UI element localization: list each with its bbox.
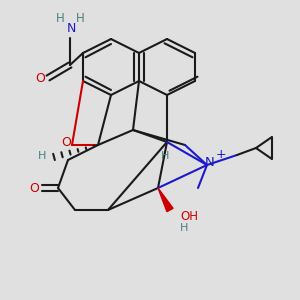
Text: H: H [38, 151, 46, 161]
Text: +: + [216, 148, 226, 160]
Text: H: H [56, 13, 64, 26]
Text: O: O [29, 182, 39, 194]
Text: O: O [35, 71, 45, 85]
Text: N: N [66, 22, 76, 35]
Text: N: N [205, 157, 215, 169]
Polygon shape [158, 188, 173, 212]
Text: H: H [161, 151, 169, 161]
Text: O: O [61, 136, 71, 149]
Text: H: H [180, 223, 188, 233]
Text: OH: OH [180, 211, 198, 224]
Text: H: H [76, 13, 84, 26]
